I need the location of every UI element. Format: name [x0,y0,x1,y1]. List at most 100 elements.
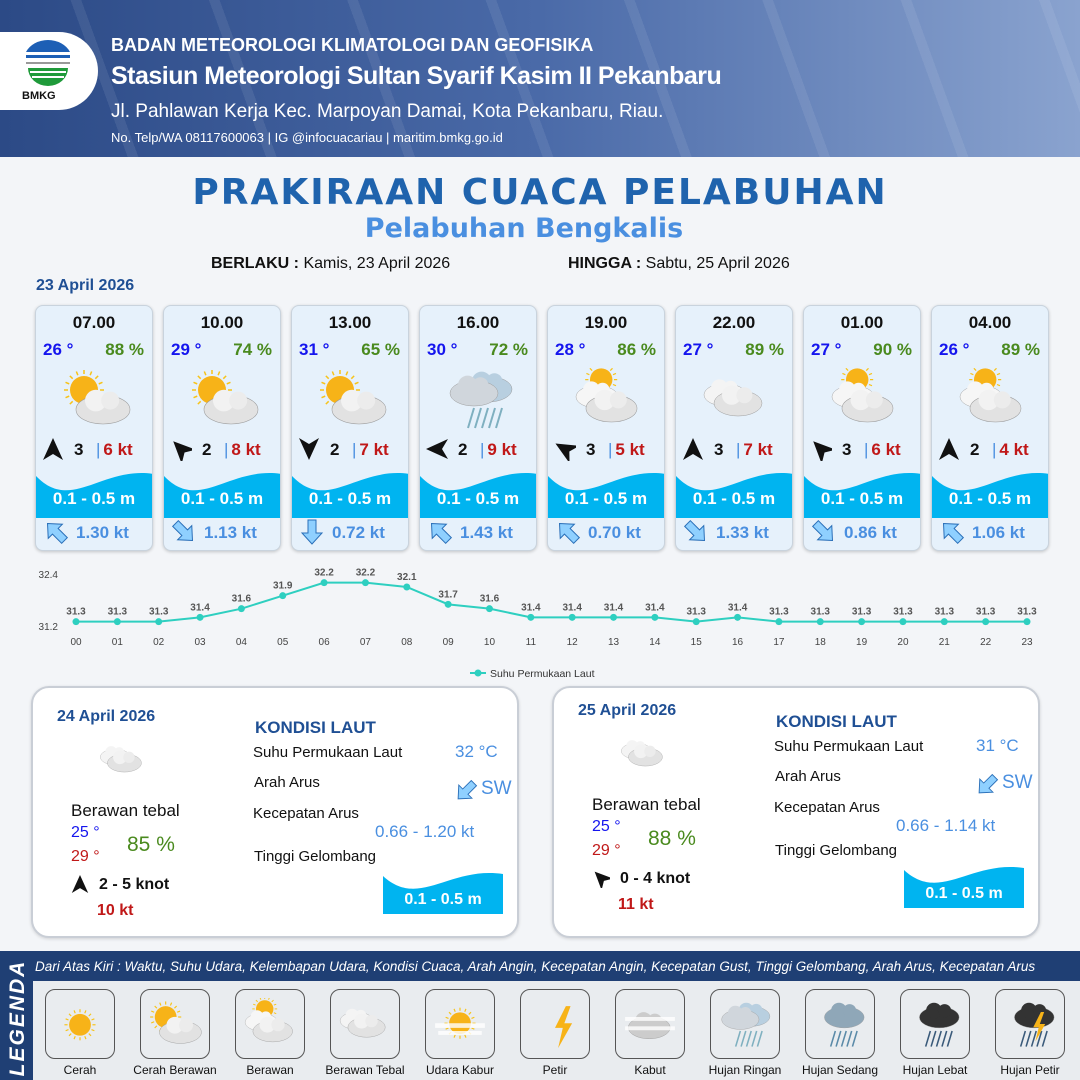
data-point [858,618,866,626]
data-point [816,618,824,626]
humidity: 72 % [489,340,528,359]
wind-speed: 2 [458,440,468,459]
legend-label: Udara Kabur [425,1063,495,1077]
legend-label: Suhu Permukaan Laut [490,668,595,680]
sst-label: Suhu Permukaan Laut [253,744,403,761]
legend-icon-box [425,989,495,1059]
legend-label: Hujan Sedang [801,1063,879,1077]
udara-kabur-icon [435,1007,485,1039]
sst-label: Suhu Permukaan Laut [774,738,924,755]
legend-icon-box [235,989,305,1059]
humidity: 85 % [127,833,175,856]
humidity: 88 % [105,340,144,359]
legend-marker [474,669,482,677]
berawan-icon [831,363,894,423]
wave-height: 0.1 - 0.5 m [948,489,1032,508]
data-label: 31.4 [562,602,582,613]
current-speed: 1.43 kt [460,523,513,542]
data-label: 31.3 [1017,607,1037,618]
data-point [72,618,80,626]
x-tick-label: 05 [277,637,289,648]
gust-value: 6 kt [871,440,901,459]
gust-value: 5 kt [615,440,645,459]
data-label: 32.2 [356,568,376,579]
legend-icon-box [45,989,115,1059]
valid-to-label: HINGGA : [568,255,642,272]
gust-value: 4 kt [999,440,1029,459]
x-tick-label: 07 [360,637,372,648]
air-temperature: 26 ° [939,340,970,359]
current-direction-icon [558,522,581,545]
max-temp: 29 ° [592,842,621,859]
hujan-ringan-icon [449,371,513,429]
data-point [899,618,907,626]
air-temperature: 29 ° [171,340,202,359]
weather-condition: Berawan tebal [71,801,180,820]
forecast-card: 07.00 26 ° 88 % 3 | 6 kt 0.1 - 0.5 m 1.30… [35,305,153,551]
forecast-time: 07.00 [72,313,116,332]
air-temperature: 28 ° [555,340,586,359]
data-label: 31.4 [521,602,541,613]
wave-shape [36,473,152,518]
data-label: 31.4 [728,602,748,613]
gust-value: 9 kt [487,440,517,459]
wind-speed: 3 [714,440,724,459]
wind-speed: 2 [202,440,212,459]
current-direction-icon [942,522,965,545]
gust-speed: | 6 kt [864,440,901,459]
wind-direction-icon [555,443,580,464]
cerah-berawan-icon [192,370,259,425]
x-tick-label: 15 [691,637,703,648]
legend-icons: Cerah Cerah Berawan Berawan Berawan Teba… [33,981,1080,1080]
gust-speed: | 7 kt [352,440,389,459]
data-point [320,579,328,587]
current-direction-icon [300,519,324,545]
wind-direction-icon [939,438,959,460]
cerah-berawan-icon [150,1001,202,1044]
gust-value: 7 kt [743,440,773,459]
x-tick-label: 23 [1021,637,1033,648]
data-label: 31.3 [108,607,128,618]
forecast-time: 01.00 [840,313,884,332]
x-tick-label: 14 [649,637,661,648]
petir-icon [555,1006,573,1049]
wave-shape [420,473,536,518]
legend-icon-box [520,989,590,1059]
port-name: Pelabuhan Bengkalis [364,213,684,244]
gust-speed: | 4 kt [992,440,1029,459]
data-label: 31.3 [893,607,913,618]
wave-shape [548,473,664,518]
x-tick-label: 06 [319,637,331,648]
data-point [1023,618,1031,626]
cerah-berawan-icon [64,370,131,425]
x-tick-label: 20 [897,637,909,648]
current-speed-label: Kecepatan Arus [253,805,359,822]
current-direction-icon [46,522,69,545]
wind-speed: 3 [74,440,84,459]
x-tick-label: 17 [773,637,785,648]
weather-condition: Berawan tebal [592,795,701,814]
gust-speed: | 7 kt [736,440,773,459]
data-point [651,613,659,621]
wave-shape [383,872,503,914]
humidity: 90 % [873,340,912,359]
wind-speed: 2 [330,440,340,459]
valid-to: HINGGA : Sabtu, 25 April 2026 [568,255,790,273]
data-point [155,618,163,626]
current-direction-icon [811,519,834,542]
wind-direction-icon [43,438,63,460]
data-point [568,613,576,621]
legend-label: Berawan [246,1063,294,1077]
humidity: 65 % [361,340,400,359]
air-temperature: 27 ° [811,340,842,359]
data-label: 31.4 [645,602,665,613]
current-direction-icon [171,519,194,542]
y-tick-label: 32.4 [39,570,59,581]
page-title: PRAKIRAAN CUACA PELABUHAN [192,172,888,213]
legend-label: Cerah [63,1063,97,1077]
panel-date: 25 April 2026 [578,702,677,719]
daily-panel: 25 April 2026 Berawan tebal 25 ° 29 ° 88… [552,686,1040,938]
wave-height: 0.1 - 0.5 m [436,489,520,508]
data-label: 31.4 [604,602,624,613]
x-tick-label: 01 [112,637,124,648]
